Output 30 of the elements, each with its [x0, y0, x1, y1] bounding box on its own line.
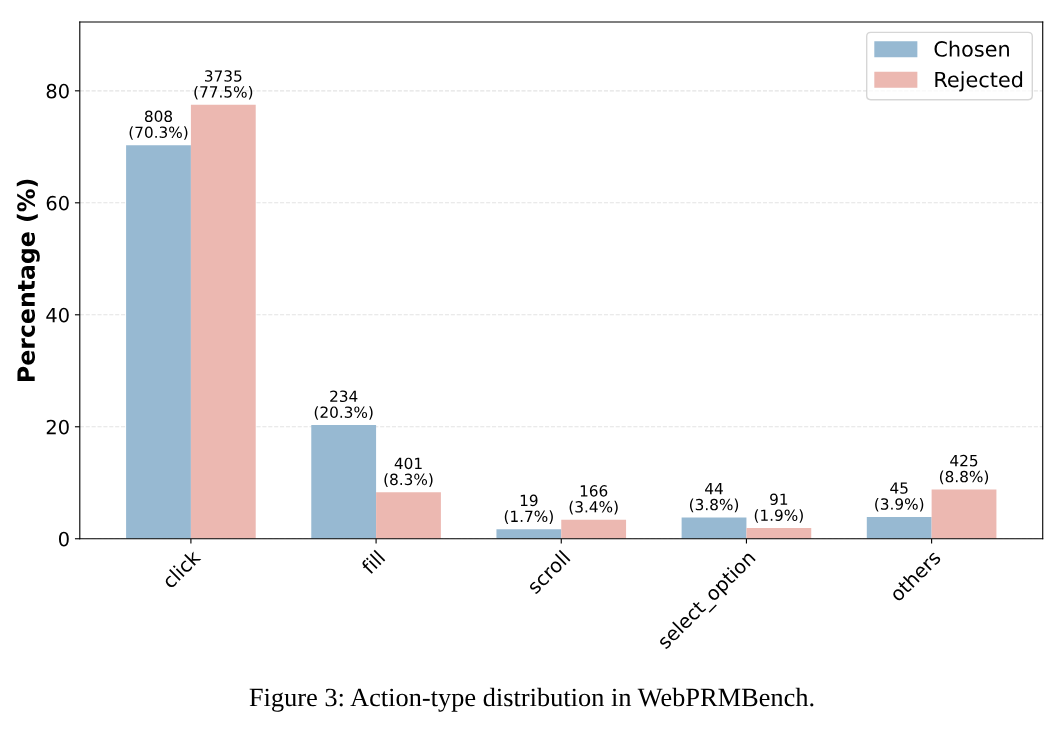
- y-tick-label: 20: [46, 419, 69, 435]
- y-axis-title: Percentage (%): [16, 179, 40, 381]
- x-tick-label: fill: [360, 549, 386, 575]
- data-label: 45 (3.9%): [875, 482, 924, 512]
- data-label: 166 (3.4%): [569, 485, 618, 515]
- y-tick-label: 40: [46, 307, 69, 323]
- bar: [746, 528, 812, 539]
- caption: Figure 3: Action-type distribution in WebPRMBench.: [249, 687, 814, 712]
- data-label: 808 (70.3%): [129, 110, 188, 140]
- bar: [376, 492, 441, 539]
- bar: [190, 104, 256, 539]
- data-label: 401 (8.3%): [384, 457, 433, 487]
- data-label: 3735 (77.5%): [194, 70, 253, 100]
- y-tick-label: 80: [46, 83, 69, 99]
- bar: [496, 529, 562, 539]
- data-label: 44 (3.8%): [689, 483, 739, 513]
- bar: [561, 519, 627, 539]
- y-tick-label: 0: [58, 531, 69, 547]
- data-label: 425 (8.8%): [939, 454, 989, 485]
- legend-label: Rejected: [935, 71, 1023, 92]
- bar: [931, 489, 997, 539]
- bar: [866, 516, 932, 539]
- data-label: 234 (20.3%): [314, 390, 373, 420]
- bar: [311, 425, 377, 539]
- legend-label: Chosen: [934, 40, 1009, 57]
- bar: [681, 517, 747, 539]
- data-label: 19 (1.7%): [504, 494, 553, 524]
- y-tick-label: 60: [46, 195, 69, 211]
- bar: [126, 145, 191, 539]
- data-label: 91 (1.9%): [754, 493, 803, 523]
